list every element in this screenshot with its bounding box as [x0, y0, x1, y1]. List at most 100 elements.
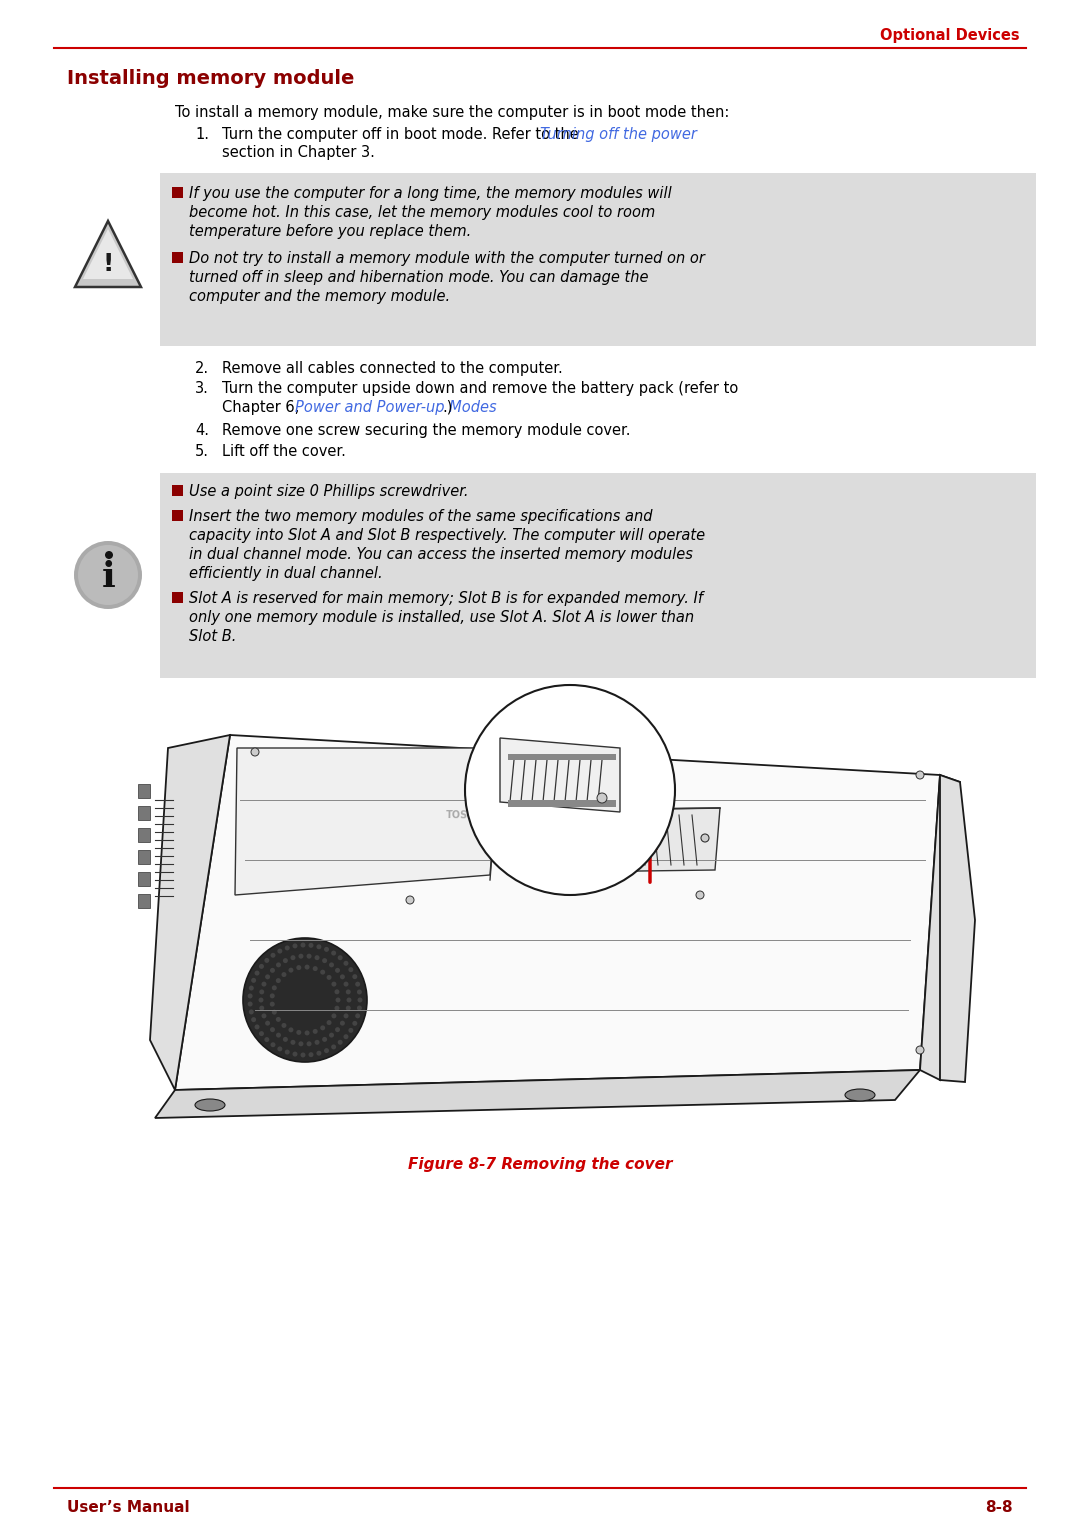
Circle shape: [332, 982, 336, 987]
Circle shape: [343, 1034, 349, 1039]
Text: 5.: 5.: [195, 444, 210, 459]
Circle shape: [332, 950, 336, 956]
Polygon shape: [920, 776, 960, 1080]
Circle shape: [259, 1005, 265, 1011]
Circle shape: [320, 1025, 325, 1030]
Text: section in Chapter 3.: section in Chapter 3.: [222, 144, 375, 159]
Text: i: i: [103, 560, 116, 594]
Circle shape: [252, 1017, 256, 1022]
Circle shape: [270, 1002, 274, 1007]
Circle shape: [247, 1002, 253, 1007]
Circle shape: [270, 993, 274, 999]
Circle shape: [276, 962, 281, 967]
Circle shape: [578, 835, 586, 845]
Bar: [172, 485, 183, 496]
Circle shape: [255, 1025, 259, 1030]
Bar: [138, 894, 150, 907]
Circle shape: [335, 1005, 339, 1011]
Circle shape: [332, 1045, 336, 1050]
Circle shape: [298, 953, 303, 959]
Text: If you use the computer for a long time, the memory modules will: If you use the computer for a long time,…: [189, 185, 672, 200]
Circle shape: [322, 958, 327, 962]
Circle shape: [265, 1037, 269, 1042]
Circle shape: [283, 1037, 288, 1042]
Circle shape: [291, 955, 296, 961]
Circle shape: [270, 1042, 275, 1047]
Circle shape: [916, 1047, 924, 1054]
Text: 1.: 1.: [195, 127, 210, 141]
Circle shape: [347, 998, 351, 1002]
Text: in dual channel mode. You can access the inserted memory modules: in dual channel mode. You can access the…: [189, 546, 693, 562]
Text: Insert the two memory modules of the same specifications and: Insert the two memory modules of the sam…: [189, 508, 652, 523]
Circle shape: [296, 1030, 301, 1034]
Bar: [160, 473, 1036, 678]
Circle shape: [105, 551, 113, 558]
Circle shape: [309, 942, 313, 947]
Circle shape: [316, 944, 322, 949]
Circle shape: [78, 545, 138, 604]
Circle shape: [75, 542, 141, 609]
Text: Figure 8-7 Removing the cover: Figure 8-7 Removing the cover: [408, 1158, 672, 1172]
Circle shape: [346, 990, 351, 995]
Circle shape: [349, 1028, 353, 1033]
Circle shape: [338, 955, 342, 961]
Bar: [172, 252, 183, 263]
Circle shape: [305, 964, 310, 970]
Circle shape: [352, 975, 357, 979]
Circle shape: [293, 1051, 297, 1057]
Circle shape: [282, 1024, 286, 1028]
Circle shape: [251, 748, 259, 756]
Bar: [138, 851, 150, 864]
Circle shape: [259, 964, 264, 968]
Bar: [508, 800, 616, 806]
Text: Remove one screw securing the memory module cover.: Remove one screw securing the memory mod…: [222, 422, 631, 438]
Polygon shape: [156, 1069, 920, 1118]
Circle shape: [275, 1017, 281, 1022]
Circle shape: [916, 771, 924, 779]
Bar: [138, 783, 150, 799]
Text: temperature before you replace them.: temperature before you replace them.: [189, 223, 471, 239]
Circle shape: [261, 1013, 267, 1019]
Circle shape: [243, 938, 367, 1062]
Circle shape: [305, 1030, 310, 1036]
Polygon shape: [83, 230, 133, 278]
Circle shape: [336, 998, 340, 1002]
Text: 4.: 4.: [195, 422, 210, 438]
Circle shape: [343, 982, 349, 987]
Circle shape: [349, 967, 353, 972]
Circle shape: [275, 978, 281, 984]
Circle shape: [258, 998, 264, 1002]
Circle shape: [314, 1040, 320, 1045]
Text: turned off in sleep and hibernation mode. You can damage the: turned off in sleep and hibernation mode…: [189, 269, 648, 285]
Circle shape: [356, 1005, 362, 1010]
Text: Lift off the cover.: Lift off the cover.: [222, 444, 346, 459]
Circle shape: [338, 1040, 342, 1045]
Circle shape: [296, 965, 301, 970]
Text: Turning off the power: Turning off the power: [540, 127, 697, 141]
Text: To install a memory module, make sure the computer is in boot mode then:: To install a memory module, make sure th…: [175, 104, 729, 119]
Bar: [138, 828, 150, 842]
Circle shape: [332, 1013, 336, 1019]
Circle shape: [291, 1040, 296, 1045]
Circle shape: [343, 961, 349, 965]
Circle shape: [298, 1042, 303, 1047]
Text: efficiently in dual channel.: efficiently in dual channel.: [189, 566, 382, 580]
Text: 2.: 2.: [195, 361, 210, 375]
Polygon shape: [175, 734, 940, 1089]
Text: Chapter 6,: Chapter 6,: [222, 399, 303, 415]
Circle shape: [343, 1013, 349, 1019]
Circle shape: [288, 1027, 294, 1033]
Text: computer and the memory module.: computer and the memory module.: [189, 289, 450, 303]
Circle shape: [465, 685, 675, 895]
Bar: [160, 173, 1036, 346]
Circle shape: [322, 1037, 327, 1042]
Circle shape: [329, 962, 334, 967]
Circle shape: [293, 944, 297, 949]
Bar: [172, 509, 183, 522]
Text: 3.: 3.: [195, 381, 208, 395]
Circle shape: [313, 965, 318, 972]
Circle shape: [272, 985, 276, 990]
Circle shape: [265, 958, 269, 962]
Circle shape: [329, 1033, 334, 1037]
Circle shape: [340, 1021, 345, 1025]
